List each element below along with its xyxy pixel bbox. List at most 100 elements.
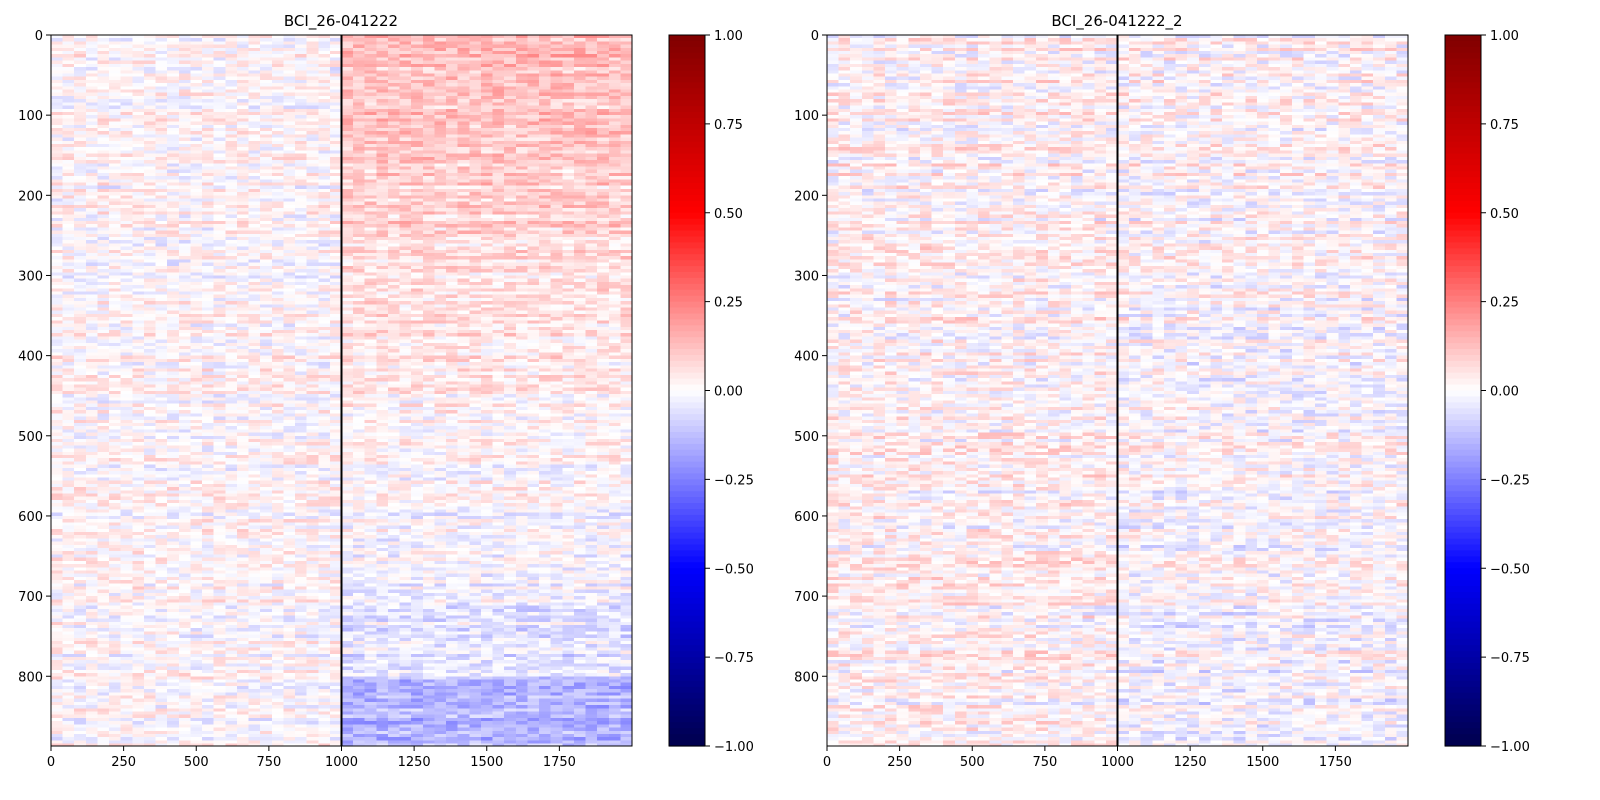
heatmap-cell bbox=[562, 269, 575, 273]
heatmap-cell bbox=[62, 323, 75, 328]
heatmap-cell bbox=[573, 172, 587, 177]
heatmap-cell bbox=[213, 326, 226, 331]
heatmap-cell bbox=[608, 156, 621, 161]
heatmap-cell bbox=[364, 153, 377, 158]
heatmap-cell bbox=[597, 275, 610, 280]
heatmap-cell bbox=[178, 208, 191, 212]
heatmap-cell bbox=[550, 336, 563, 341]
heatmap-cell bbox=[143, 131, 157, 135]
heatmap-cell bbox=[178, 182, 191, 187]
heatmap-cell bbox=[132, 92, 145, 97]
heatmap-cell bbox=[539, 95, 552, 100]
heatmap-cell bbox=[202, 237, 215, 241]
heatmap-cell bbox=[236, 339, 250, 344]
heatmap-cell bbox=[585, 172, 598, 177]
heatmap-cell bbox=[97, 291, 110, 296]
heatmap-cell bbox=[178, 47, 191, 52]
heatmap-cell bbox=[51, 281, 64, 286]
heatmap-cell bbox=[399, 111, 412, 116]
heatmap-cell bbox=[364, 313, 377, 318]
heatmap-cell bbox=[132, 281, 145, 286]
heatmap-cell bbox=[341, 127, 354, 132]
heatmap-cell bbox=[190, 44, 203, 49]
heatmap-cell bbox=[213, 285, 226, 289]
heatmap-cell bbox=[527, 179, 540, 183]
heatmap-cell bbox=[376, 195, 389, 200]
heatmap-cell bbox=[399, 179, 412, 183]
heatmap-cell bbox=[225, 57, 238, 62]
heatmap-cell bbox=[178, 153, 191, 158]
heatmap-cell bbox=[364, 291, 377, 296]
heatmap-cell bbox=[225, 124, 238, 129]
heatmap-cell bbox=[109, 60, 122, 65]
heatmap-cell bbox=[527, 326, 540, 331]
heatmap-cell bbox=[364, 76, 377, 81]
heatmap-cell bbox=[74, 291, 87, 296]
heatmap-cell bbox=[492, 339, 505, 344]
heatmap-cell bbox=[504, 63, 517, 68]
heatmap-cell bbox=[353, 131, 366, 135]
heatmap-cell bbox=[411, 86, 424, 91]
heatmap-cell bbox=[109, 188, 122, 193]
heatmap-cell bbox=[260, 111, 273, 116]
heatmap-cell bbox=[155, 278, 168, 283]
heatmap-cell bbox=[85, 172, 98, 177]
heatmap-cell bbox=[387, 115, 401, 119]
heatmap-cell bbox=[504, 41, 517, 46]
heatmap-cell bbox=[515, 63, 528, 68]
heatmap-cell bbox=[271, 346, 284, 350]
heatmap-cell bbox=[132, 105, 145, 110]
heatmap-cell bbox=[620, 304, 632, 309]
heatmap-cell bbox=[97, 172, 110, 177]
heatmap-cell bbox=[376, 192, 389, 196]
heatmap-cell bbox=[539, 150, 552, 155]
heatmap-cell bbox=[202, 240, 215, 244]
heatmap-cell bbox=[225, 153, 238, 158]
heatmap-cell bbox=[504, 127, 517, 132]
heatmap-cell bbox=[353, 67, 366, 71]
heatmap-cell bbox=[422, 349, 435, 353]
heatmap-cell bbox=[236, 297, 250, 302]
heatmap-cell bbox=[376, 121, 389, 126]
heatmap-cell bbox=[469, 310, 482, 315]
heatmap-cell bbox=[539, 124, 552, 129]
heatmap-cell bbox=[155, 285, 168, 289]
heatmap-cell bbox=[353, 265, 366, 270]
heatmap-cell bbox=[120, 342, 133, 347]
heatmap-cell bbox=[573, 198, 587, 203]
heatmap-cell bbox=[608, 307, 621, 312]
heatmap-cell bbox=[85, 285, 98, 289]
heatmap-cell bbox=[225, 127, 238, 132]
heatmap-cell bbox=[155, 179, 168, 183]
heatmap-cell bbox=[213, 272, 226, 276]
heatmap-cell bbox=[446, 201, 459, 206]
heatmap-cell bbox=[271, 269, 284, 273]
heatmap-cell bbox=[190, 163, 203, 167]
heatmap-cell bbox=[213, 310, 226, 315]
heatmap-cell bbox=[318, 63, 331, 68]
heatmap-cell bbox=[492, 278, 505, 283]
heatmap-cell bbox=[74, 153, 87, 158]
heatmap-cell bbox=[143, 333, 157, 337]
heatmap-cell bbox=[155, 230, 168, 235]
heatmap-cell bbox=[318, 54, 331, 58]
heatmap-cell bbox=[248, 105, 261, 110]
heatmap-cell bbox=[236, 204, 250, 209]
heatmap-cell bbox=[236, 111, 250, 116]
heatmap-cell bbox=[492, 237, 505, 241]
heatmap-cell bbox=[341, 44, 354, 49]
heatmap-cell bbox=[387, 275, 401, 280]
heatmap-cell bbox=[620, 73, 632, 78]
heatmap-cell bbox=[225, 176, 238, 180]
heatmap-cell bbox=[446, 326, 459, 331]
heatmap-cell bbox=[515, 240, 528, 244]
heatmap-cell bbox=[597, 63, 610, 68]
heatmap-cell bbox=[562, 166, 575, 171]
heatmap-cell bbox=[143, 304, 157, 309]
heatmap-cell bbox=[85, 253, 98, 257]
heatmap-cell bbox=[480, 230, 494, 235]
heatmap-cell bbox=[457, 204, 470, 209]
heatmap-cell bbox=[411, 57, 424, 62]
heatmap-cell bbox=[585, 307, 598, 312]
heatmap-cell bbox=[178, 313, 191, 318]
